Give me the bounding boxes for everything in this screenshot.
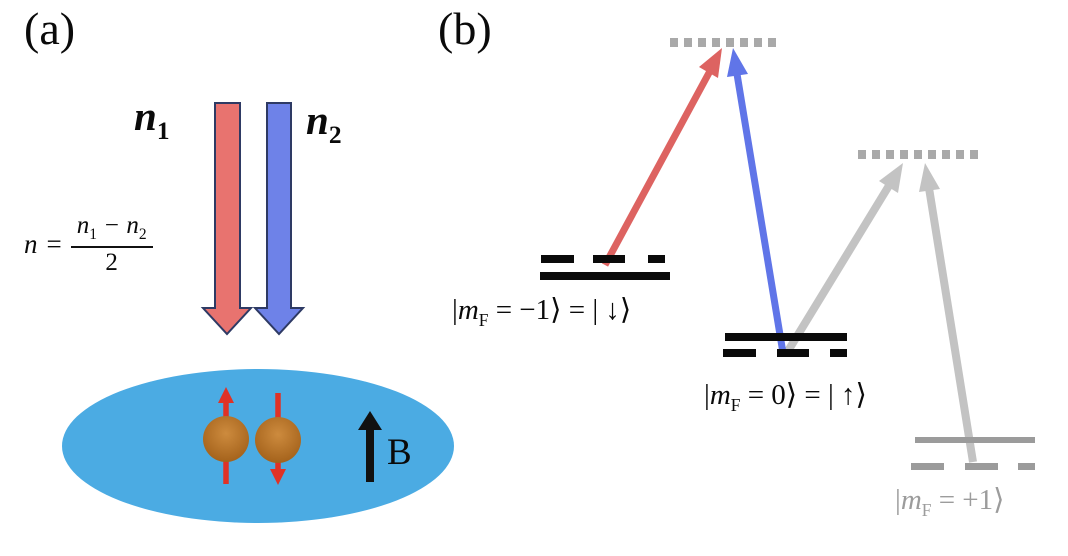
ket-bar: | [704, 379, 710, 411]
n2-sub: 2 [328, 121, 342, 150]
beam-arrow-n2 [252, 102, 306, 336]
b-field-arrow-icon [358, 411, 382, 482]
state-rest: = +1⟩ [931, 484, 1005, 516]
ket-bar: | [895, 484, 901, 516]
ket-bar: | [452, 294, 458, 326]
state-label-down: |mF = −1⟩ = | ↓⟩ [452, 296, 631, 329]
level-down-solid [540, 272, 670, 280]
state-label-plus: |mF = +1⟩ [895, 486, 1004, 519]
level-down-dash-1 [541, 255, 574, 263]
panel-a-label: (a) [24, 3, 76, 54]
population-imbalance-equation: n = n1 − n2 2 [24, 212, 153, 278]
gray-raman-arrow-left [784, 163, 903, 354]
mf-sub: F [730, 394, 741, 415]
level-plus-dash-1 [911, 463, 944, 470]
level-down-dash-3 [648, 255, 665, 263]
atom-sphere-left [203, 416, 249, 462]
equation-equals: = [46, 229, 62, 260]
level-down-dash-2 [593, 255, 625, 263]
state-rest: = 0⟩ = | ↑⟩ [740, 379, 867, 411]
panel-b-label: (b) [438, 3, 492, 54]
level-plus-dash-3 [1018, 463, 1035, 470]
n2-label: n2 [306, 100, 342, 149]
beam-arrow-n1 [200, 102, 254, 336]
n1-label: n1 [134, 96, 170, 145]
level-up-dash-2 [777, 349, 809, 357]
equation-lhs: n [24, 229, 38, 260]
virtual-level-dotted-2 [858, 150, 979, 159]
num-sub1: 1 [89, 226, 97, 243]
n1-var: n [134, 93, 157, 139]
level-up-dash-1 [723, 349, 756, 357]
red-raman-arrow [601, 48, 722, 267]
mf-var: m [457, 294, 479, 326]
state-label-up: |mF = 0⟩ = | ↑⟩ [704, 381, 867, 414]
num-var2: n [126, 212, 139, 239]
mf-sub: F [921, 499, 932, 520]
mf-sub: F [478, 309, 489, 330]
level-plus-solid [915, 437, 1035, 443]
virtual-level-dotted-1 [670, 38, 782, 47]
gray-raman-arrow-right [919, 163, 977, 463]
blue-raman-arrow [727, 48, 787, 354]
b-field-label: B [387, 432, 412, 473]
equation-fraction: n1 − n2 2 [70, 212, 153, 278]
state-rest: = −1⟩ = | ↓⟩ [488, 294, 632, 326]
equation-denominator: 2 [105, 248, 118, 276]
equation-numerator: n1 − n2 [70, 212, 153, 248]
level-up-solid [725, 333, 847, 341]
n1-sub: 1 [156, 117, 170, 146]
mf-var: m [900, 484, 922, 516]
n2-var: n [306, 97, 329, 143]
num-var1: n [76, 212, 90, 239]
num-minus: − [103, 212, 121, 239]
atom-sphere-right [255, 417, 301, 463]
level-plus-dash-2 [965, 463, 998, 470]
num-sub2: 2 [138, 226, 147, 243]
mf-var: m [709, 379, 731, 411]
level-up-dash-3 [830, 349, 847, 357]
